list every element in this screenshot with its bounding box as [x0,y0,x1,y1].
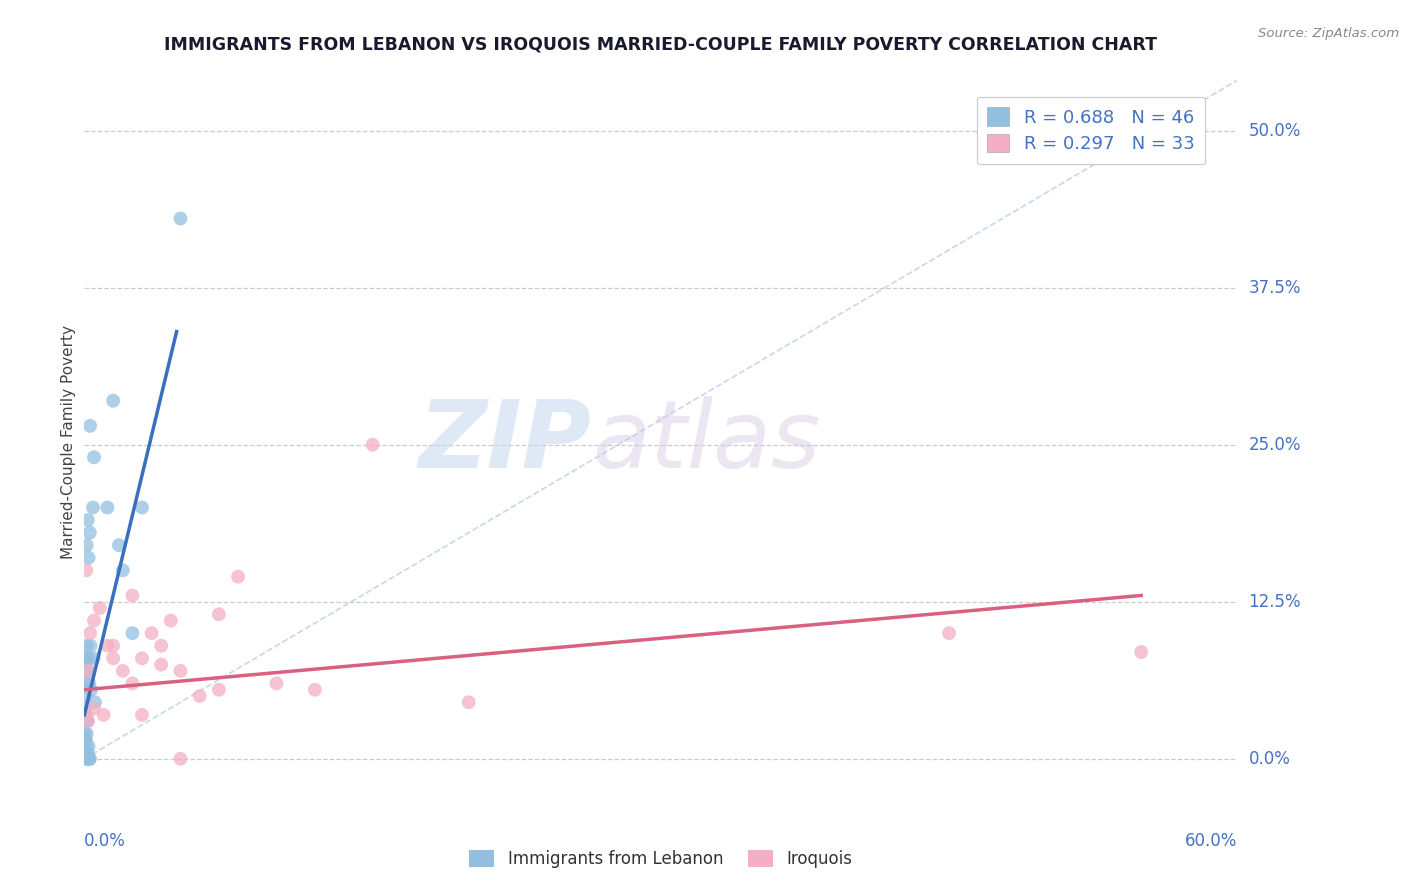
Point [169,211,191,226]
Point [75,651,97,665]
Point [75,733,97,747]
Point [96,500,118,515]
Point [77,664,100,678]
Point [73,676,96,690]
Point [75,707,97,722]
Text: atlas: atlas [592,396,820,487]
Point [103,639,124,653]
Point [304,682,326,697]
Point [76,746,98,760]
Point [75,651,97,665]
Text: 25.0%: 25.0% [1249,435,1301,454]
Point [111,664,134,678]
Legend: Immigrants from Lebanon, Iroquois: Immigrants from Lebanon, Iroquois [463,843,859,875]
Point [76,752,98,766]
Point [169,752,191,766]
Point [83,614,105,628]
Point [73,701,96,715]
Point [73,733,96,747]
Point [121,676,143,690]
Point [82,500,104,515]
Point [79,418,101,433]
Text: 50.0%: 50.0% [1249,121,1301,139]
Point [77,714,100,728]
Text: 12.5%: 12.5% [1249,593,1301,611]
Point [73,746,96,760]
Point [84,695,107,709]
Point [208,607,231,622]
Text: ZIP: ZIP [419,395,592,488]
Point [103,651,124,665]
Point [96,639,118,653]
Text: Source: ZipAtlas.com: Source: ZipAtlas.com [1258,27,1399,40]
Point [169,664,191,678]
Point [79,752,101,766]
Point [131,707,153,722]
Text: 0.0%: 0.0% [1249,750,1291,768]
Point [77,676,100,690]
Point [75,714,97,728]
Point [79,626,101,640]
Point [79,752,101,766]
Y-axis label: Married-Couple Family Poverty: Married-Couple Family Poverty [60,325,76,558]
Point [121,589,143,603]
Point [188,689,211,703]
Point [226,569,249,583]
Point [361,438,384,452]
Point [160,614,183,628]
Point [76,664,98,678]
Point [150,657,173,672]
Point [76,727,98,741]
Point [73,733,96,747]
Text: 0.0%: 0.0% [84,831,127,850]
Point [75,714,97,728]
Point [131,651,153,665]
Point [83,651,105,665]
Point [121,626,143,640]
Point [111,563,134,577]
Point [80,682,103,697]
Point [103,393,124,408]
Point [1130,645,1153,659]
Text: IMMIGRANTS FROM LEBANON VS IROQUOIS MARRIED-COUPLE FAMILY POVERTY CORRELATION CH: IMMIGRANTS FROM LEBANON VS IROQUOIS MARR… [165,36,1157,54]
Point [266,676,288,690]
Point [150,639,173,653]
Point [83,450,105,465]
Text: 37.5%: 37.5% [1249,278,1301,297]
Point [77,651,100,665]
Point [79,639,101,653]
Point [77,550,100,565]
Point [141,626,163,640]
Point [93,707,115,722]
Text: 60.0%: 60.0% [1185,831,1237,850]
Point [76,538,98,552]
Point [77,664,100,678]
Point [75,752,97,766]
Point [131,500,153,515]
Point [457,695,479,709]
Point [83,701,105,715]
Point [75,563,97,577]
Point [79,525,101,540]
Point [77,739,100,754]
Point [76,639,98,653]
Point [75,689,97,703]
Point [75,739,97,754]
Point [108,538,131,552]
Point [73,727,96,741]
Point [75,707,97,722]
Point [938,626,960,640]
Point [89,601,111,615]
Point [76,513,98,527]
Point [208,682,231,697]
Point [73,746,96,760]
Point [76,714,98,728]
Legend: R = 0.688   N = 46, R = 0.297   N = 33: R = 0.688 N = 46, R = 0.297 N = 33 [977,96,1205,164]
